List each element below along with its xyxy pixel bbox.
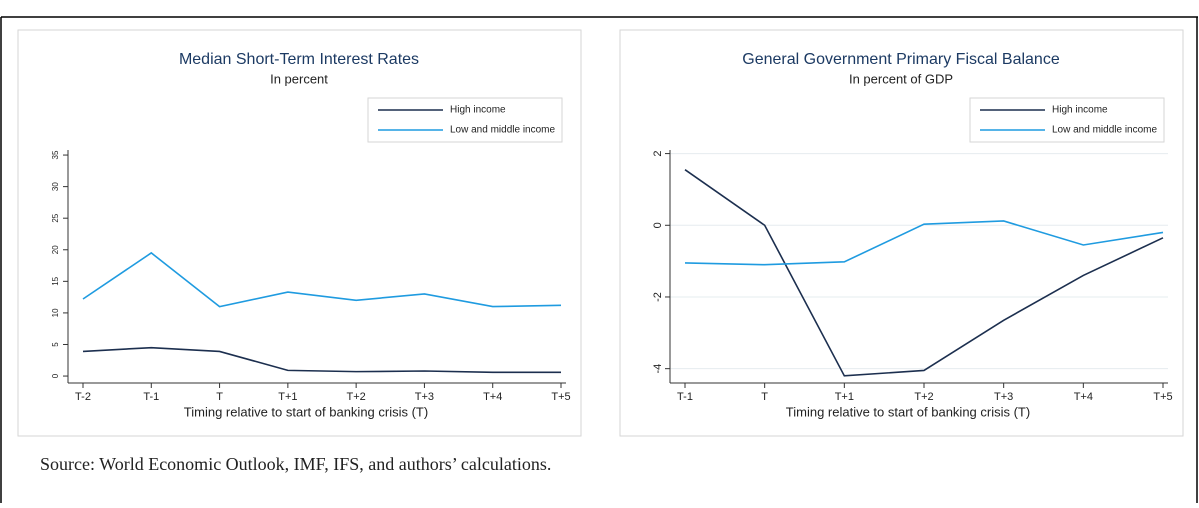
y-tick-label: 0: [652, 222, 664, 228]
source-note: Source: World Economic Outlook, IMF, IFS…: [40, 454, 551, 474]
x-tick-label: T: [761, 391, 768, 403]
x-tick-label: T+4: [483, 391, 502, 403]
x-tick-label: T+5: [551, 391, 570, 403]
chart-subtitle: In percent of GDP: [849, 71, 953, 86]
chart-title: Median Short-Term Interest Rates: [179, 51, 419, 68]
legend-box: [969, 97, 1165, 143]
panel: [619, 29, 1184, 437]
x-tick-label: T+2: [347, 391, 366, 403]
chart-title: General Government Primary Fiscal Balanc…: [742, 51, 1060, 68]
x-tick-label: T-1: [677, 391, 693, 403]
y-tick-label: 15: [51, 276, 60, 285]
x-tick-label: T+1: [835, 391, 854, 403]
y-tick-label: 0: [51, 373, 60, 378]
x-tick-label: T+5: [1153, 391, 1172, 403]
y-tick-label: -4: [652, 364, 664, 374]
legend-label: Low and middle income: [1052, 125, 1157, 136]
x-tick-label: T+3: [415, 391, 434, 403]
x-tick-label: T+4: [1074, 391, 1093, 403]
series-line: [684, 220, 1164, 266]
x-tick-label: T+3: [994, 391, 1013, 403]
legend-label: Low and middle income: [450, 125, 555, 136]
y-tick-label: 5: [51, 342, 60, 347]
y-tick-label: 10: [51, 308, 60, 317]
series-line: [82, 346, 561, 374]
x-tick-label: T-2: [75, 391, 91, 403]
x-tick-label: T-1: [143, 391, 159, 403]
x-axis-label: Timing relative to start of banking cris…: [786, 404, 1030, 419]
y-tick-label: 35: [51, 150, 60, 159]
legend-label: High income: [1052, 105, 1108, 116]
y-tick-label: 2: [652, 151, 664, 157]
legend-box: [367, 97, 563, 143]
x-tick-label: T+2: [914, 391, 933, 403]
y-tick-label: 20: [51, 245, 60, 254]
y-tick-label: 30: [51, 182, 60, 191]
series-line: [684, 169, 1164, 377]
x-tick-label: T+1: [278, 391, 297, 403]
y-tick-label: 25: [51, 213, 60, 222]
series-line: [82, 251, 562, 308]
x-tick-label: T: [216, 391, 223, 403]
panel: [17, 29, 582, 437]
chart-subtitle: In percent: [270, 71, 328, 86]
x-axis-label: Timing relative to start of banking cris…: [184, 404, 428, 419]
y-tick-label: -2: [652, 292, 664, 302]
legend-label: High income: [450, 105, 506, 116]
